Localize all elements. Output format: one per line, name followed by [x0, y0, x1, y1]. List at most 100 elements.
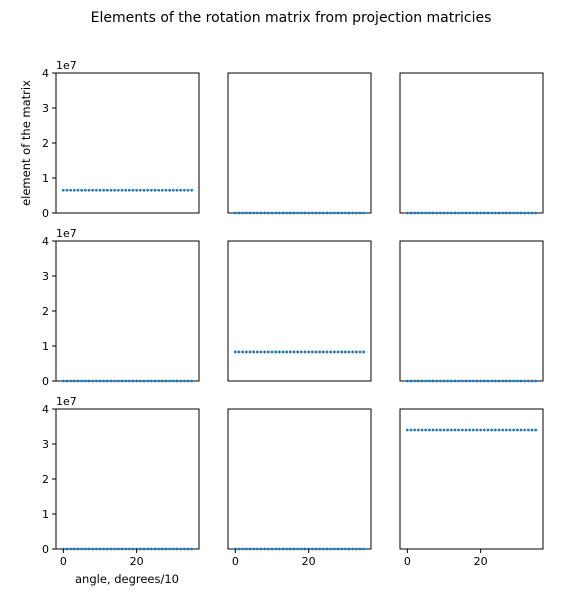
data-point	[190, 379, 194, 383]
data-point	[259, 547, 263, 551]
data-point	[87, 188, 91, 192]
data-point	[523, 211, 527, 215]
data-point	[102, 547, 106, 551]
data-point	[482, 211, 486, 215]
data-point	[329, 547, 333, 551]
data-point	[296, 547, 300, 551]
data-point	[307, 211, 311, 215]
data-point	[274, 350, 278, 354]
data-point	[420, 379, 424, 383]
data-point	[307, 350, 311, 354]
data-point	[259, 211, 263, 215]
y-tick-label: 4	[42, 67, 49, 80]
data-point	[94, 379, 98, 383]
data-point	[186, 547, 190, 551]
data-point	[255, 350, 259, 354]
data-point	[274, 211, 278, 215]
data-point	[182, 188, 186, 192]
series-points	[61, 547, 194, 551]
data-point	[153, 188, 157, 192]
data-point	[149, 188, 153, 192]
data-point	[113, 379, 117, 383]
data-point	[416, 211, 420, 215]
data-point	[146, 188, 150, 192]
data-point	[109, 547, 113, 551]
data-point	[116, 379, 120, 383]
data-point	[146, 379, 150, 383]
data-point	[149, 547, 153, 551]
y-tick-label: 0	[42, 207, 49, 220]
axes-frame	[55, 240, 200, 382]
data-point	[460, 379, 464, 383]
series-points	[233, 350, 366, 354]
data-point	[468, 379, 472, 383]
data-point	[497, 428, 501, 432]
data-point	[61, 188, 65, 192]
y-offset-label: 1e7	[56, 59, 77, 72]
data-point	[526, 211, 530, 215]
data-point	[405, 428, 409, 432]
data-point	[351, 350, 355, 354]
data-point	[504, 379, 508, 383]
data-point	[490, 428, 494, 432]
data-point	[299, 211, 303, 215]
data-point	[318, 211, 322, 215]
data-point	[325, 211, 329, 215]
data-point	[409, 428, 413, 432]
data-point	[113, 188, 117, 192]
series-points	[61, 188, 194, 192]
data-point	[358, 211, 362, 215]
data-point	[427, 211, 431, 215]
figure-title: Elements of the rotation matrix from pro…	[91, 10, 492, 26]
data-point	[534, 211, 538, 215]
data-point	[449, 379, 453, 383]
data-point	[501, 379, 505, 383]
data-point	[351, 547, 355, 551]
data-point	[237, 211, 241, 215]
data-point	[336, 547, 340, 551]
x-tick-label: 20	[474, 555, 488, 568]
x-tick-label: 20	[130, 555, 144, 568]
data-point	[175, 547, 179, 551]
data-point	[299, 350, 303, 354]
data-point	[248, 350, 252, 354]
data-point	[362, 350, 366, 354]
data-point	[61, 379, 65, 383]
data-point	[354, 350, 358, 354]
data-point	[453, 428, 457, 432]
series-points	[233, 547, 366, 551]
data-point	[164, 188, 168, 192]
data-point	[138, 379, 142, 383]
data-point	[431, 379, 435, 383]
data-point	[442, 379, 446, 383]
data-point	[80, 547, 84, 551]
y-offset-label: 1e7	[56, 395, 77, 408]
axes-frame	[399, 240, 544, 382]
y-tick-label: 1	[42, 508, 49, 521]
data-point	[512, 211, 516, 215]
data-point	[358, 350, 362, 354]
data-point	[127, 547, 131, 551]
data-point	[263, 547, 267, 551]
data-point	[259, 350, 263, 354]
y-tick-label: 0	[42, 375, 49, 388]
data-point	[475, 379, 479, 383]
series-points	[405, 428, 538, 432]
data-point	[179, 379, 183, 383]
data-point	[277, 547, 281, 551]
data-point	[446, 428, 450, 432]
data-point	[91, 188, 95, 192]
data-point	[241, 547, 245, 551]
data-point	[270, 350, 274, 354]
y-tick-label: 2	[42, 473, 49, 486]
data-point	[120, 188, 124, 192]
data-point	[325, 350, 329, 354]
data-point	[164, 547, 168, 551]
data-point	[120, 379, 124, 383]
data-point	[457, 428, 461, 432]
data-point	[508, 379, 512, 383]
data-point	[435, 211, 439, 215]
data-point	[142, 547, 146, 551]
data-point	[270, 547, 274, 551]
data-point	[475, 211, 479, 215]
